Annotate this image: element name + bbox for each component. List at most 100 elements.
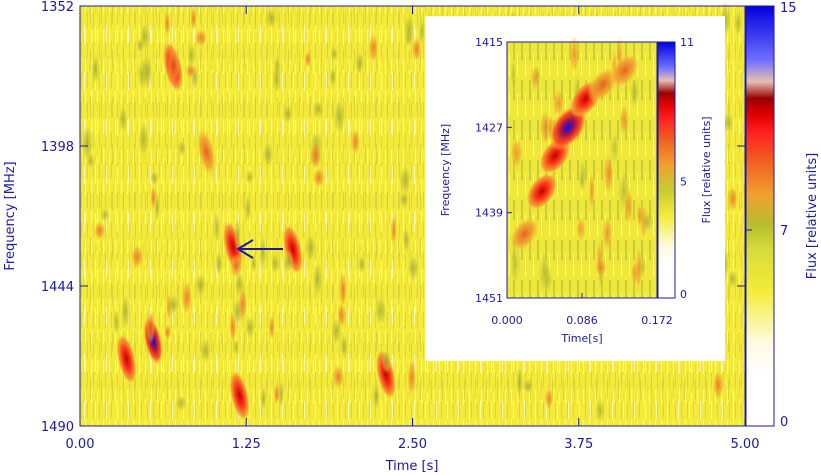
noise-patch	[381, 347, 392, 374]
burst-feature	[229, 370, 250, 422]
noise-patch	[258, 232, 267, 272]
inset-colorbar-tick-label: 5	[680, 176, 687, 189]
noise-patch	[371, 381, 381, 412]
noise-patch	[354, 50, 366, 77]
noise-patch	[130, 243, 145, 270]
burst-feature	[196, 126, 217, 178]
noise-patch	[174, 394, 188, 412]
noise-patch	[418, 16, 426, 48]
noise-patch	[187, 41, 196, 70]
noise-patch	[330, 316, 343, 347]
noise-patch	[350, 127, 361, 156]
noise-patch	[232, 337, 240, 356]
noise-patch	[727, 268, 739, 289]
burst-track-point	[526, 172, 558, 210]
noise-patch	[304, 232, 318, 263]
noise-patch	[374, 293, 388, 328]
noise-patch	[332, 97, 347, 137]
noise-patch	[141, 52, 154, 90]
noise-patch	[521, 377, 535, 395]
noise-patch	[515, 364, 524, 400]
burst-arrow	[236, 239, 283, 259]
x-tick-label: 2.50	[398, 437, 427, 452]
noise-patch	[510, 57, 517, 92]
main-colorbar: 0 7 15 Flux [relative units]	[745, 1, 820, 430]
noise-patch	[268, 313, 276, 342]
noise-patch	[273, 382, 281, 407]
noise-patch	[406, 254, 420, 283]
y-tick-label: 1490	[41, 420, 74, 435]
noise-patch	[135, 36, 145, 54]
noise-patch	[112, 307, 121, 337]
noise-patch	[578, 167, 586, 194]
y-tick-label: 1444	[41, 280, 74, 295]
noise-patch	[194, 28, 208, 48]
noise-patch	[575, 215, 586, 242]
noise-patch	[272, 64, 281, 96]
noise-patch	[117, 105, 129, 135]
noise-patch	[282, 249, 294, 275]
noise-patch	[167, 47, 180, 83]
noise-patch	[338, 270, 348, 310]
noise-patch	[137, 119, 150, 159]
noise-patch	[177, 139, 187, 158]
noise-patch	[166, 293, 181, 316]
noise-patch	[356, 254, 367, 275]
y-tick-label: 1352	[41, 0, 74, 15]
main-colorbar-ticks: 0 7 15	[746, 1, 797, 430]
inset-x-tick-label: 0.086	[566, 314, 598, 327]
noise-patch	[624, 185, 634, 228]
noise-patch	[214, 250, 224, 277]
noise-patch	[618, 102, 630, 138]
colorbar-tick-label: 0	[780, 415, 788, 430]
noise-patch	[164, 10, 171, 38]
inset-heatmap-features	[508, 33, 655, 296]
noise-patch	[244, 314, 256, 341]
burst-feature	[116, 333, 137, 385]
noise-patch	[331, 363, 345, 390]
noise-patch	[398, 163, 412, 198]
noise-patch	[213, 207, 220, 247]
x-tick-label: 5.00	[731, 437, 760, 452]
inset-colorbar-tick-label: 11	[680, 36, 694, 49]
noise-patch	[537, 248, 552, 296]
noise-patch	[722, 111, 735, 135]
noise-patch	[262, 140, 275, 169]
inset-colorbar-ticks: 0 5 11	[680, 36, 694, 301]
noise-patch	[304, 50, 312, 69]
inset: 0.000 0.086 0.172 1415 1427 1439 1451 0 5 11 Ti…	[425, 16, 725, 361]
x-tick-label: 1.25	[232, 437, 261, 452]
inset-colorbar-label: Flux [relative units]	[700, 117, 713, 224]
noise-patch	[259, 384, 268, 413]
noise-patch	[120, 292, 131, 331]
noise-patch	[93, 220, 107, 241]
inset-colorbar-tick-label: 0	[680, 288, 687, 301]
noise-patch	[634, 244, 643, 293]
noise-patch	[712, 369, 725, 401]
noise-patch	[734, 8, 742, 39]
noise-patch	[282, 103, 293, 125]
noise-patch	[194, 272, 207, 298]
noise-patch	[339, 333, 349, 360]
noise-patch	[270, 251, 281, 275]
noise-patch	[727, 185, 739, 213]
inset-y-ticks: 1415 1427 1439 1451	[475, 36, 512, 305]
noise-patch	[309, 139, 322, 171]
main-y-axis-label: Frequency [MHz]	[3, 161, 18, 270]
noise-patch	[641, 211, 655, 233]
noise-patch	[80, 123, 94, 163]
noise-patch	[403, 13, 415, 46]
noise-patch	[330, 45, 339, 62]
inset-x-tick-label: 0.172	[641, 314, 673, 327]
inset-x-axis-label: Time[s]	[560, 332, 602, 345]
x-tick-label: 0.00	[66, 437, 95, 452]
burst-track-point	[608, 51, 641, 89]
main-colorbar-ramp	[745, 5, 775, 427]
inset-y-tick-label: 1427	[475, 121, 503, 134]
noise-patch	[229, 254, 243, 280]
inset-x-ticks: 0.000 0.086 0.172	[491, 293, 673, 327]
noise-patch	[99, 206, 111, 223]
noise-patch	[595, 397, 606, 424]
noise-patch	[90, 52, 101, 87]
